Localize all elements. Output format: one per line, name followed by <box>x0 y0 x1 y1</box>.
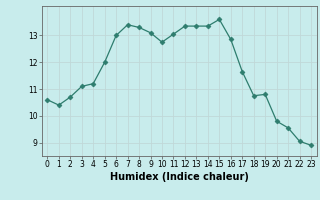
X-axis label: Humidex (Indice chaleur): Humidex (Indice chaleur) <box>110 172 249 182</box>
